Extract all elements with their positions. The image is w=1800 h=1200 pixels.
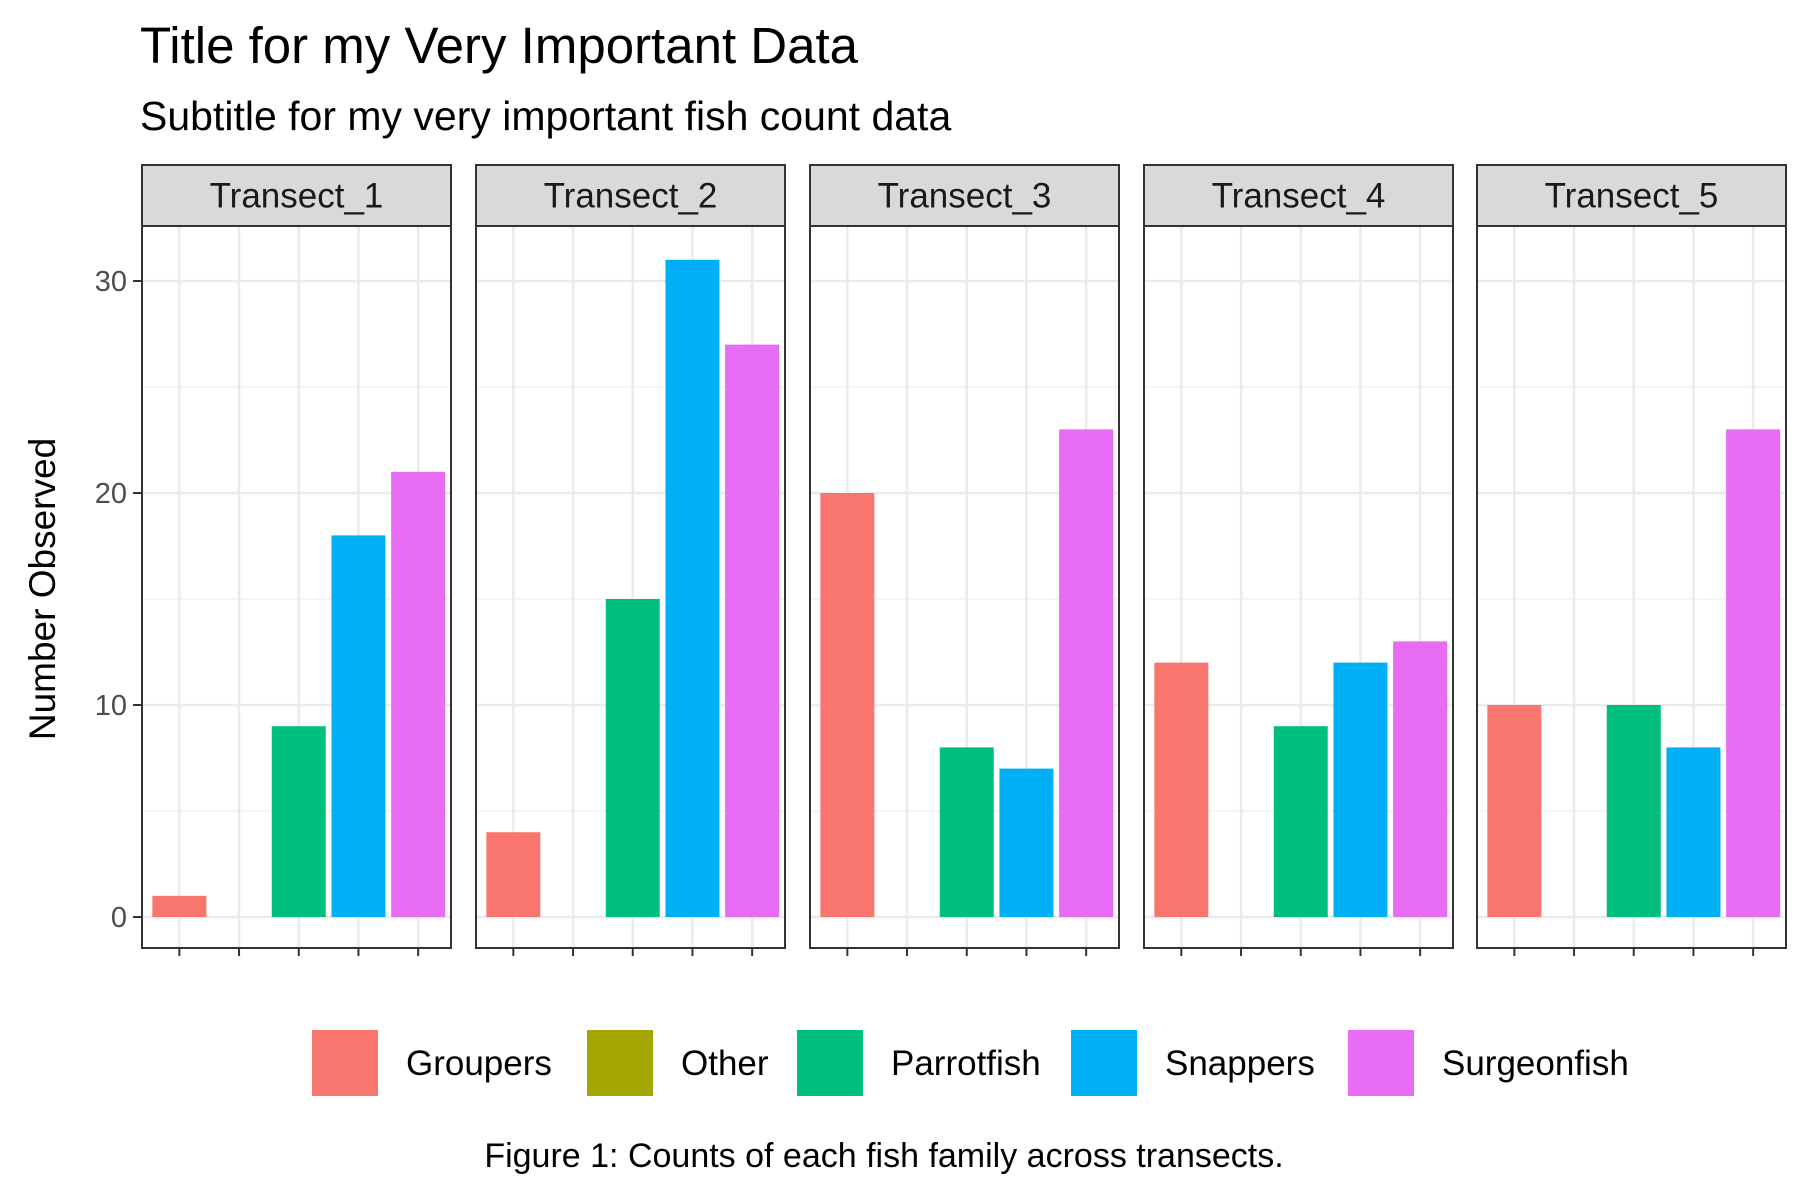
y-tick-label: 30	[95, 266, 127, 298]
legend-key-groupers	[312, 1030, 378, 1096]
facet-strip-label: Transect_1	[210, 177, 384, 216]
panel-border	[1143, 225, 1454, 949]
facet-panel-transect-3: Transect_3	[809, 164, 1120, 956]
facet-panel-transect-2: Transect_2	[475, 164, 786, 956]
facet-panels: 0 10 20 30 Transect_1 Transect_2 Transect_3 Tra…	[95, 164, 1787, 956]
panel-border	[1476, 225, 1787, 949]
y-axis-title: Number Observed	[22, 438, 63, 740]
bar-snappers	[1666, 747, 1721, 917]
panel-border	[809, 225, 1120, 949]
legend: Groupers Other Parrotfish Snappers Surgeonfi…	[312, 1030, 1629, 1096]
facet-strip	[475, 164, 786, 227]
panel-border	[475, 225, 786, 949]
facet-panel-transect-1: Transect_1	[141, 164, 452, 956]
legend-label: Parrotfish	[891, 1044, 1041, 1083]
facet-strip	[1143, 164, 1454, 227]
y-tick-label: 20	[95, 478, 127, 510]
bar-surgeonfish	[1059, 429, 1114, 917]
facet-strip-label: Transect_3	[878, 177, 1052, 216]
bar-surgeonfish	[1726, 429, 1781, 917]
bar-surgeonfish	[725, 344, 780, 918]
bar-parrotfish	[1606, 705, 1661, 917]
facet-strip-label: Transect_5	[1545, 177, 1719, 216]
legend-key-other	[587, 1030, 653, 1096]
panel-border	[141, 225, 452, 949]
bar-snappers	[331, 535, 386, 917]
bar-groupers	[1487, 705, 1542, 917]
bar-groupers	[486, 832, 541, 917]
legend-key-snappers	[1071, 1030, 1137, 1096]
bar-snappers	[999, 768, 1054, 917]
legend-item-groupers: Groupers	[312, 1030, 552, 1096]
legend-label: Other	[681, 1044, 769, 1083]
bar-parrotfish	[605, 599, 660, 917]
legend-item-snappers: Snappers	[1071, 1030, 1315, 1096]
bar-parrotfish	[271, 726, 326, 917]
bar-parrotfish	[939, 747, 994, 917]
chart-subtitle: Subtitle for my very important fish coun…	[140, 93, 951, 139]
bar-snappers	[1333, 662, 1388, 917]
chart-title: Title for my Very Important Data	[140, 17, 859, 74]
bar-groupers	[1154, 662, 1209, 917]
legend-label: Snappers	[1165, 1044, 1315, 1083]
bar-groupers	[152, 895, 207, 917]
bar-groupers	[820, 493, 875, 917]
bar-surgeonfish	[391, 471, 446, 917]
facet-panel-transect-5: Transect_5	[1476, 164, 1787, 956]
legend-item-other: Other	[587, 1030, 769, 1096]
legend-item-parrotfish: Parrotfish	[797, 1030, 1041, 1096]
facet-strip-label: Transect_2	[544, 177, 718, 216]
bar-snappers	[665, 259, 720, 917]
facet-strip-label: Transect_4	[1212, 177, 1386, 216]
facet-strip	[809, 164, 1120, 227]
bar-surgeonfish	[1393, 641, 1448, 917]
facet-panel-transect-4: Transect_4	[1143, 164, 1454, 956]
legend-item-surgeonfish: Surgeonfish	[1348, 1030, 1629, 1096]
facet-strip	[141, 164, 452, 227]
bar-parrotfish	[1273, 726, 1328, 917]
legend-label: Groupers	[406, 1044, 552, 1083]
y-tick-label: 10	[95, 690, 127, 722]
legend-key-surgeonfish	[1348, 1030, 1414, 1096]
y-tick-label: 0	[111, 902, 127, 934]
legend-label: Surgeonfish	[1442, 1044, 1629, 1083]
legend-key-parrotfish	[797, 1030, 863, 1096]
figure-caption: Figure 1: Counts of each fish family acr…	[484, 1137, 1283, 1175]
